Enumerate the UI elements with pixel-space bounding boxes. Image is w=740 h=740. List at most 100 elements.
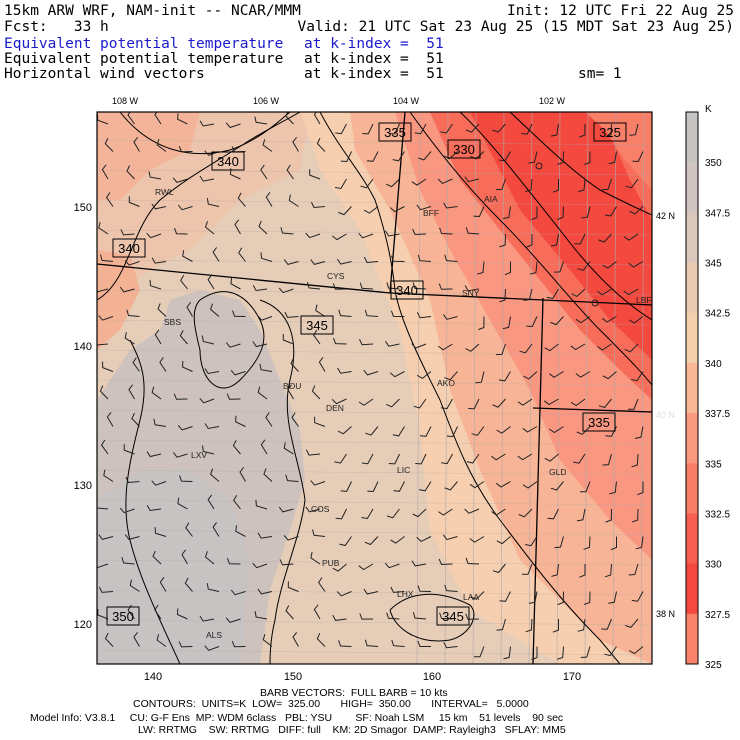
wind-barb [623,288,639,296]
wind-barb [362,123,374,135]
wind-barb [212,522,220,537]
wind-barb [232,440,241,455]
wind-barb [230,589,246,596]
svg-text:345: 345 [442,609,464,624]
wind-barb [178,146,193,153]
x-tick-label: 140 [144,671,162,683]
wind-barb [260,252,273,262]
wind-barb [262,139,273,152]
wind-barb [104,137,114,152]
station-label: BFF [423,208,439,218]
wind-barb [417,640,431,647]
colorbar-swatch [686,362,698,414]
wind-barb [358,232,374,239]
wind-barb [443,151,458,160]
wind-barb [475,371,485,384]
wind-barb [199,397,215,404]
wind-barb [495,343,506,356]
lat-label: 40 N [656,410,675,420]
wind-barb [605,123,612,138]
wind-barb [204,150,220,156]
svg-text:330: 330 [453,142,475,157]
wind-barb [557,151,564,165]
wind-barb [502,206,511,220]
wind-barb [411,178,427,186]
wind-barb [133,136,140,152]
contour-label: 350 [106,606,140,626]
latitude-labels: 42 N 40 N 38 N [656,211,675,619]
wind-barb [575,371,591,378]
wind-barb [625,618,639,628]
wind-barb [255,499,268,510]
contour-label: 340 [390,280,424,300]
wind-barb [576,508,586,522]
wind-barb [286,164,294,180]
wind-barb [151,257,167,264]
field-level-shaded: at k-index = 51 [304,36,444,52]
wind-barb [393,481,405,492]
wind-barb [573,453,586,464]
colorbar-swatch [686,262,698,314]
wind-barb [601,316,617,323]
wind-barb [131,412,140,427]
physics-info: LW: RRTMG SW: RRTMG DIFF: full KM: 2D Sm… [138,724,566,736]
wind-barb [204,368,220,375]
wind-barb [338,206,352,216]
contour-label: 345 [300,315,334,335]
wind-barb [496,618,506,631]
wind-barb [126,309,140,317]
wind-barb [332,283,347,290]
wind-barb [525,178,533,193]
wind-barb [444,254,458,262]
wind-barb [581,206,591,219]
wind-barb [284,311,299,318]
wind-barb [465,227,480,235]
wind-barb [279,559,294,566]
wind-barb [602,261,617,269]
wind-barb [440,123,453,134]
wind-barb [499,233,506,248]
wind-barb [363,206,379,214]
wind-barb [225,342,241,348]
field-name-shaded: Equivalent potential temperature [4,36,284,52]
wind-barb [628,398,639,410]
wind-barb [318,356,326,372]
wind-barb [98,534,114,540]
wind-barb [314,416,326,427]
wind-barb [628,316,644,324]
wind-barb [260,439,268,455]
wind-barb [146,232,162,239]
wind-barb [411,560,427,567]
wind-barb [252,341,268,348]
wind-barb [226,393,241,400]
colorbar-label: 342.5 [705,309,730,320]
wind-barb [283,535,299,541]
wind-barb [438,508,453,516]
wind-barb [181,549,188,565]
colorbar-label: 332.5 [705,509,730,520]
wind-barb [257,315,273,321]
wind-barb [443,202,458,209]
wind-barb [470,591,485,600]
wind-barb [385,230,400,237]
wind-barb [212,247,220,262]
wind-barb [438,558,453,566]
wind-barb [574,233,586,245]
wind-barb [128,384,135,400]
wind-barb [465,613,480,620]
wind-barb [384,562,400,569]
wind-barb [257,588,273,595]
wind-barb [204,645,220,651]
colorbar-swatch [686,463,698,514]
wind-barb [492,123,506,133]
wind-barb [172,177,188,183]
wind-barb [629,123,639,136]
wind-barb [416,371,432,380]
wind-barb [518,508,533,518]
wind-barb [526,233,533,248]
wind-barb [154,604,162,620]
station-markers [535,162,599,307]
wind-barb [313,604,321,620]
station-label: LXV [191,450,207,460]
wind-barb [557,206,564,220]
